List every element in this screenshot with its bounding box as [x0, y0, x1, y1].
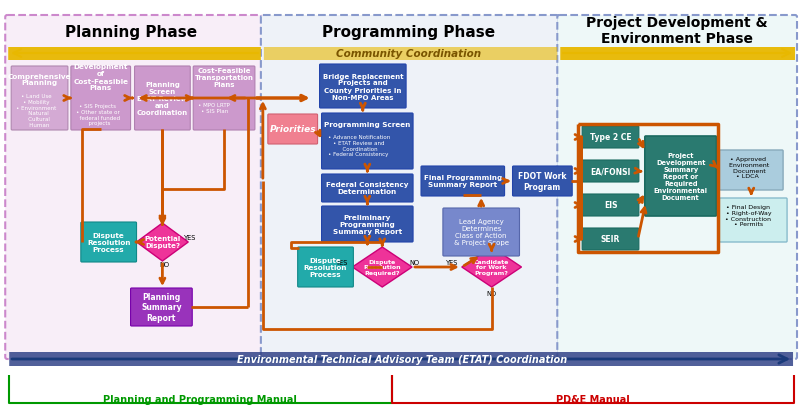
FancyBboxPatch shape: [11, 67, 68, 131]
Text: • SIS Projects
• Other state or
  federal funded
  projects: • SIS Projects • Other state or federal …: [76, 104, 120, 126]
Text: Cost-Feasible
Transportation
Plans: Cost-Feasible Transportation Plans: [194, 68, 254, 88]
Text: EIS: EIS: [604, 201, 618, 210]
Text: FDOT Work
Program: FDOT Work Program: [518, 172, 566, 191]
Text: Project Development &
Environment Phase: Project Development & Environment Phase: [586, 16, 767, 46]
FancyBboxPatch shape: [130, 288, 192, 326]
Text: Planning Phase: Planning Phase: [65, 26, 197, 40]
FancyBboxPatch shape: [645, 137, 717, 216]
Polygon shape: [352, 247, 412, 287]
Text: YES: YES: [184, 235, 197, 240]
FancyBboxPatch shape: [261, 16, 558, 359]
Text: YES: YES: [336, 259, 349, 266]
Text: Type 2 CE: Type 2 CE: [590, 133, 631, 142]
Text: Dispute
Resolution
Required?: Dispute Resolution Required?: [363, 259, 401, 275]
Text: Bridge Replacement
Projects and
County Priorities in
Non-MPO Areas: Bridge Replacement Projects and County P…: [322, 74, 403, 100]
FancyBboxPatch shape: [719, 199, 787, 242]
Text: PD&E Manual: PD&E Manual: [556, 394, 630, 404]
Text: Environmental Technical Advisory Team (ETAT) Coordination: Environmental Technical Advisory Team (E…: [237, 354, 567, 364]
Text: • Advance Notification
• ETAT Review and
  Coordination
• Federal Consistency: • Advance Notification • ETAT Review and…: [327, 135, 390, 157]
Text: Potential
Dispute?: Potential Dispute?: [144, 236, 181, 249]
FancyBboxPatch shape: [81, 223, 137, 262]
FancyBboxPatch shape: [264, 48, 558, 61]
Text: SEIR: SEIR: [601, 235, 620, 244]
FancyBboxPatch shape: [322, 114, 413, 170]
Text: Priorities: Priorities: [270, 125, 316, 134]
Text: Preliminary
Programming
Summary Report: Preliminary Programming Summary Report: [333, 214, 402, 235]
Text: EA/FONSI: EA/FONSI: [590, 167, 630, 176]
Text: Dispute
Resolution
Process: Dispute Resolution Process: [87, 233, 130, 252]
Polygon shape: [462, 247, 522, 287]
Text: NO: NO: [159, 261, 170, 267]
FancyBboxPatch shape: [443, 209, 519, 256]
Polygon shape: [137, 223, 188, 261]
FancyBboxPatch shape: [719, 151, 783, 190]
FancyBboxPatch shape: [582, 228, 639, 250]
FancyBboxPatch shape: [582, 127, 639, 149]
Text: Project
Development
Summary
Report or
Required
Environmental
Document: Project Development Summary Report or Re…: [654, 153, 708, 201]
Text: NO: NO: [409, 259, 419, 266]
FancyBboxPatch shape: [319, 65, 406, 109]
Text: Community Coordination: Community Coordination: [335, 49, 481, 59]
Text: Final Programming
Summary Report: Final Programming Summary Report: [424, 175, 502, 188]
Text: Candidate
for Work
Program?: Candidate for Work Program?: [474, 259, 510, 275]
Text: Programming Screen: Programming Screen: [324, 122, 410, 128]
Text: Planning
Summary
Report: Planning Summary Report: [141, 292, 182, 322]
FancyBboxPatch shape: [8, 48, 261, 61]
FancyBboxPatch shape: [322, 206, 413, 242]
Text: • MPO LRTP
• SIS Plan: • MPO LRTP • SIS Plan: [198, 103, 230, 114]
Text: • Final Design
• Right-of-Way
• Construction
• Permits: • Final Design • Right-of-Way • Construc…: [726, 204, 771, 227]
FancyBboxPatch shape: [194, 67, 255, 131]
Text: Dispute
Resolution
Process: Dispute Resolution Process: [304, 257, 347, 277]
Text: YES: YES: [446, 259, 458, 266]
FancyBboxPatch shape: [298, 247, 354, 287]
Text: Lead Agency
Determines
Class of Action
& Project Scope: Lead Agency Determines Class of Action &…: [454, 219, 509, 246]
FancyBboxPatch shape: [421, 166, 505, 197]
FancyBboxPatch shape: [513, 166, 572, 197]
FancyBboxPatch shape: [6, 16, 262, 359]
Text: Planning and Programming Manual: Planning and Programming Manual: [103, 394, 297, 404]
FancyBboxPatch shape: [134, 67, 190, 131]
FancyBboxPatch shape: [268, 115, 318, 145]
FancyBboxPatch shape: [10, 352, 793, 366]
FancyBboxPatch shape: [582, 195, 639, 216]
FancyBboxPatch shape: [322, 175, 413, 202]
Text: Comprehensive
Planning: Comprehensive Planning: [8, 74, 71, 86]
Text: Programming Phase: Programming Phase: [322, 26, 494, 40]
Text: Planning
Screen
ETAT Review
and
Coordination: Planning Screen ETAT Review and Coordina…: [137, 82, 188, 116]
Text: • Approved
  Environment
  Document
• LDCA: • Approved Environment Document • LDCA: [726, 157, 770, 179]
Text: Federal Consistency
Determination: Federal Consistency Determination: [326, 182, 409, 195]
Text: • Land Use
• Mobility
• Environment
   Natural
   Cultural
   Human: • Land Use • Mobility • Environment Natu…: [16, 94, 57, 128]
FancyBboxPatch shape: [560, 48, 795, 61]
FancyBboxPatch shape: [71, 67, 130, 131]
FancyBboxPatch shape: [558, 16, 797, 359]
FancyBboxPatch shape: [582, 161, 639, 183]
Text: Development
of
Cost-Feasible
Plans: Development of Cost-Feasible Plans: [74, 64, 128, 91]
Text: NO: NO: [486, 290, 497, 296]
